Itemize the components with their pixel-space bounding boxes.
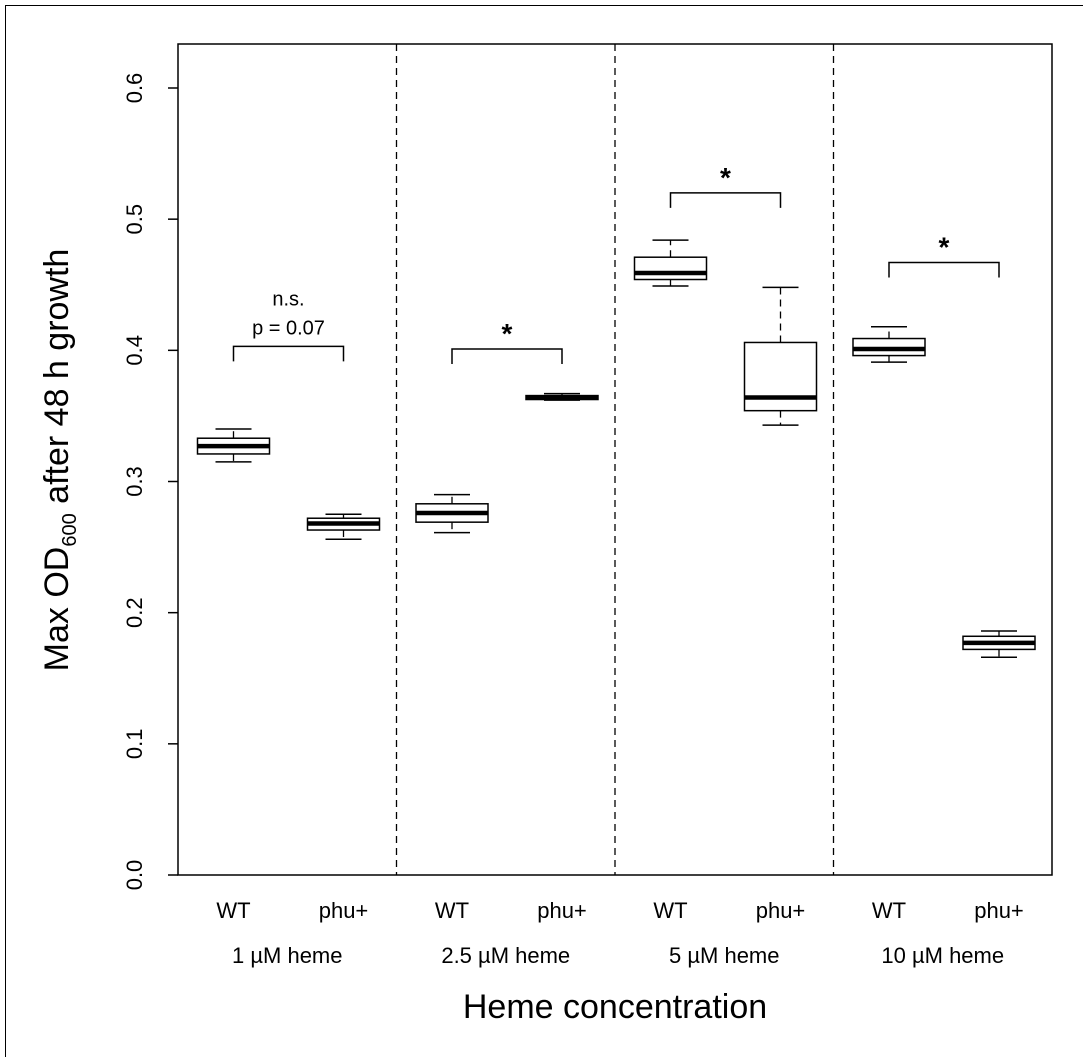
significance-label: * xyxy=(502,318,513,349)
box-label: WT xyxy=(216,898,250,923)
significance-label: n.s. xyxy=(272,288,304,310)
significance-bracket xyxy=(451,348,563,365)
box-label: phu+ xyxy=(537,898,587,923)
y-tick-label: 0.4 xyxy=(122,335,147,366)
y-tick-label: 0.2 xyxy=(122,597,147,628)
y-tick-label: 0.5 xyxy=(122,204,147,235)
box-label: WT xyxy=(435,898,469,923)
group-label: 2.5 µM heme xyxy=(441,943,570,968)
group-separators xyxy=(395,44,835,875)
group-label: 5 µM heme xyxy=(669,943,780,968)
y-tick-label: 0.3 xyxy=(122,466,147,497)
box xyxy=(743,341,818,412)
box-label: phu+ xyxy=(974,898,1024,923)
y-axis: 0.0 0.1 0.2 0.3 0.4 0.5 0.6 xyxy=(122,73,178,891)
x-labels: WT phu+ 1 µM heme WT phu+ 2.5 µM heme WT phu+ 5 … xyxy=(216,898,1023,968)
group-label: 1 µM heme xyxy=(232,943,343,968)
box-label: phu+ xyxy=(756,898,806,923)
y-tick-label: 0.6 xyxy=(122,73,147,104)
significance-bracket xyxy=(888,261,1000,278)
y-axis-title-prefix: Max OD xyxy=(38,547,76,672)
significance-bracket xyxy=(232,345,345,362)
figure-frame xyxy=(5,5,1083,1057)
y-axis-title: Max OD600 after 48 h growth xyxy=(38,249,81,672)
y-tick-label: 0.1 xyxy=(122,729,147,760)
box-label: phu+ xyxy=(319,898,369,923)
y-axis-title-subscript: 600 xyxy=(59,513,81,546)
x-axis-title: Heme concentration xyxy=(463,988,767,1026)
significance-annotations: n.s. p = 0.07 * * * xyxy=(232,162,1000,365)
y-tick-label: 0.0 xyxy=(122,860,147,891)
y-axis-title-suffix: after 48 h growth xyxy=(38,249,76,514)
significance-bracket xyxy=(669,192,782,208)
boxes xyxy=(196,239,1036,659)
significance-label: * xyxy=(720,162,731,193)
box xyxy=(633,256,708,281)
significance-label: * xyxy=(939,231,950,262)
box-label: WT xyxy=(653,898,687,923)
significance-label: p = 0.07 xyxy=(252,317,325,339)
box-label: WT xyxy=(872,898,906,923)
group-label: 10 µM heme xyxy=(881,943,1004,968)
